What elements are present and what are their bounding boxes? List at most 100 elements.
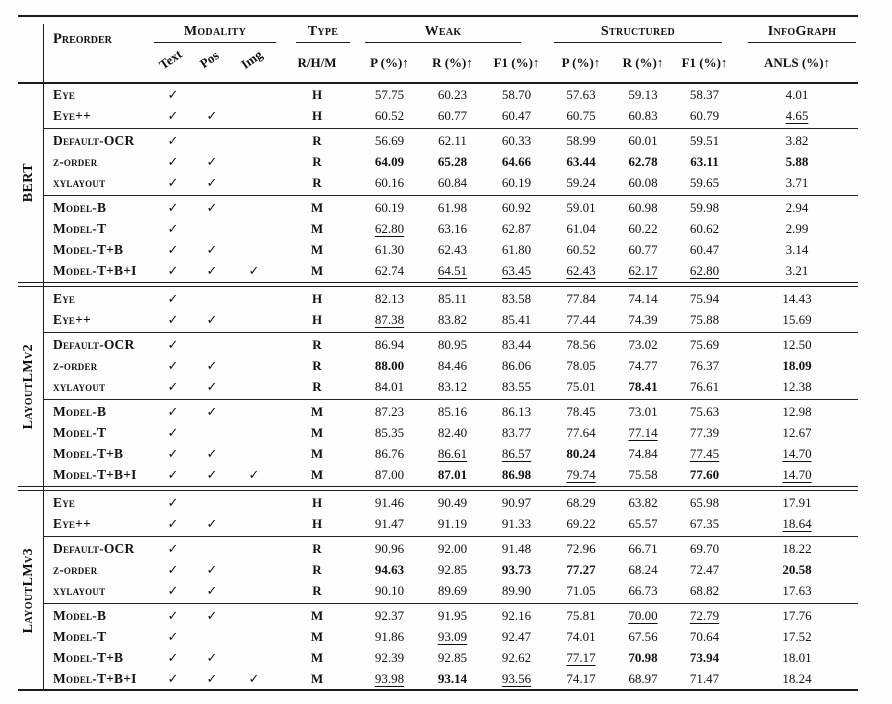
- modality-pos-check: ✓: [206, 467, 218, 482]
- modality-pos-check: ✓: [206, 379, 218, 394]
- modality-pos-check: ✓: [206, 671, 218, 686]
- structured-p-cell: 58.99: [566, 133, 596, 148]
- table-header: Preorder Modality Type Weak Structured I…: [18, 17, 858, 82]
- structured-f1-cell: 75.88: [689, 312, 720, 327]
- weak-r-cell: 82.40: [437, 425, 468, 440]
- weak-f1-cell: 64.66: [501, 154, 532, 169]
- type-cell: R: [312, 562, 322, 577]
- preorder-label: Default-OCR: [53, 541, 135, 556]
- structured-p-cell: 75.81: [566, 608, 596, 623]
- table-bottom-rule: [18, 689, 858, 691]
- type-cell: M: [310, 242, 324, 257]
- weak-f1-cell: 83.58: [501, 291, 532, 306]
- structured-p-cell: 59.01: [566, 200, 596, 215]
- structured-f1-cell: 76.37: [689, 358, 720, 373]
- structured-r-cell: 60.98: [628, 200, 658, 215]
- type-cell: M: [310, 650, 324, 665]
- preorder-label: z-order: [53, 154, 98, 169]
- col-header-weak-p: P (%)↑: [370, 54, 409, 70]
- table-row: xylayout ✓ ✓ R 90.10 89.69 89.90 71.05 66.73 68.8…: [18, 580, 858, 601]
- weak-p-cell: 57.75: [374, 87, 405, 102]
- col-group-weak: Weak: [358, 24, 549, 43]
- modality-text-check: ✓: [167, 108, 179, 123]
- block-separator-rule: [18, 397, 858, 401]
- weak-r-cell: 85.11: [438, 291, 467, 306]
- modality-pos-check: ✓: [206, 263, 218, 278]
- preorder-label: Model-T+B+I: [53, 467, 137, 482]
- structured-p-cell: 78.56: [566, 337, 596, 352]
- preorder-label: xylayout: [53, 583, 106, 598]
- structured-f1-cell: 59.98: [689, 200, 720, 215]
- weak-p-cell: 64.09: [374, 154, 405, 169]
- type-cell: R: [312, 379, 322, 394]
- col-header-weak-f1: F1 (%)↑: [493, 54, 540, 70]
- anls-cell: 3.21: [785, 263, 809, 278]
- weak-r-cell: 60.84: [437, 175, 468, 190]
- anls-cell: 12.98: [782, 404, 812, 419]
- structured-r-cell: 74.77: [628, 358, 658, 373]
- weak-f1-cell: 92.16: [501, 608, 532, 623]
- table-row: Model-T+B ✓ ✓ M 61.30 62.43 61.80 60.52 60.77 60.…: [18, 239, 858, 260]
- group-label-bert: BERT: [21, 162, 36, 203]
- modality-img-check: ✓: [248, 263, 260, 278]
- structured-r-cell: 74.84: [628, 446, 658, 461]
- modality-img-check: ✓: [248, 671, 260, 686]
- table-row: z-order ✓ ✓ R 64.09 65.28 64.66 63.44 62.78 63.11…: [18, 151, 858, 172]
- preorder-label: Model-B: [53, 200, 107, 215]
- modality-pos-check: ✓: [206, 242, 218, 257]
- structured-p-cell: 77.64: [566, 425, 596, 440]
- group-label-layoutlmv3: LayoutLMv3: [21, 547, 36, 634]
- col-header-structured-f1: F1 (%)↑: [681, 54, 728, 70]
- preorder-label: Model-T: [53, 221, 107, 236]
- type-cell: H: [311, 291, 323, 306]
- structured-r-cell: 65.57: [628, 516, 658, 531]
- structured-r-cell: 67.56: [628, 629, 658, 644]
- col-header-text: Text: [156, 45, 185, 72]
- structured-r-cell: 59.13: [628, 87, 658, 102]
- table-row: Default-OCR ✓ R 90.96 92.00 91.48 72.96 66.71 69…: [18, 538, 858, 559]
- table-body: Eye ✓ H 57.75 60.23 58.70 57.63 59.13 58.37 4.01 E…: [18, 84, 858, 689]
- modality-img-check: ✓: [248, 467, 260, 482]
- structured-r-cell: 60.83: [628, 108, 658, 123]
- structured-f1-cell: 72.79: [689, 608, 720, 623]
- preorder-label: Model-T+B: [53, 650, 124, 665]
- structured-p-cell: 63.44: [566, 154, 596, 169]
- type-cell: M: [310, 404, 324, 419]
- preorder-label: z-order: [53, 562, 98, 577]
- weak-r-cell: 60.23: [437, 87, 468, 102]
- anls-cell: 18.24: [782, 671, 812, 686]
- weak-p-cell: 91.46: [374, 495, 405, 510]
- weak-r-cell: 83.82: [437, 312, 468, 327]
- weak-p-cell: 60.19: [374, 200, 405, 215]
- structured-p-cell: 77.84: [566, 291, 596, 306]
- type-cell: M: [310, 263, 324, 278]
- weak-p-cell: 94.63: [374, 562, 405, 577]
- col-header-pos: Pos: [197, 47, 222, 71]
- weak-p-cell: 82.13: [374, 291, 405, 306]
- anls-cell: 12.67: [782, 425, 812, 440]
- structured-r-cell: 77.14: [628, 425, 658, 440]
- type-cell: R: [312, 154, 322, 169]
- modality-text-check: ✓: [167, 562, 179, 577]
- table-row: Model-T ✓ M 85.35 82.40 83.77 77.64 77.14 77.39 1…: [18, 422, 858, 443]
- modality-text-check: ✓: [167, 583, 179, 598]
- weak-f1-cell: 86.06: [501, 358, 532, 373]
- weak-p-cell: 91.86: [374, 629, 405, 644]
- group-separator-double-rule: [18, 485, 858, 492]
- weak-r-cell: 83.12: [437, 379, 468, 394]
- weak-p-cell: 62.74: [374, 263, 405, 278]
- structured-r-cell: 70.00: [628, 608, 658, 623]
- structured-f1-cell: 77.39: [689, 425, 720, 440]
- weak-p-cell: 56.69: [374, 133, 405, 148]
- structured-p-cell: 61.04: [566, 221, 596, 236]
- weak-f1-cell: 60.33: [501, 133, 532, 148]
- col-header-preorder: Preorder: [53, 31, 112, 47]
- table-row: Eye++ ✓ ✓ H 91.47 91.19 91.33 69.22 65.57 67.35 18…: [18, 513, 858, 534]
- modality-pos-check: ✓: [206, 583, 218, 598]
- weak-p-cell: 85.35: [374, 425, 405, 440]
- type-cell: M: [310, 446, 324, 461]
- structured-r-cell: 74.14: [628, 291, 658, 306]
- type-cell: R: [312, 541, 322, 556]
- modality-text-check: ✓: [167, 175, 179, 190]
- modality-text-check: ✓: [167, 154, 179, 169]
